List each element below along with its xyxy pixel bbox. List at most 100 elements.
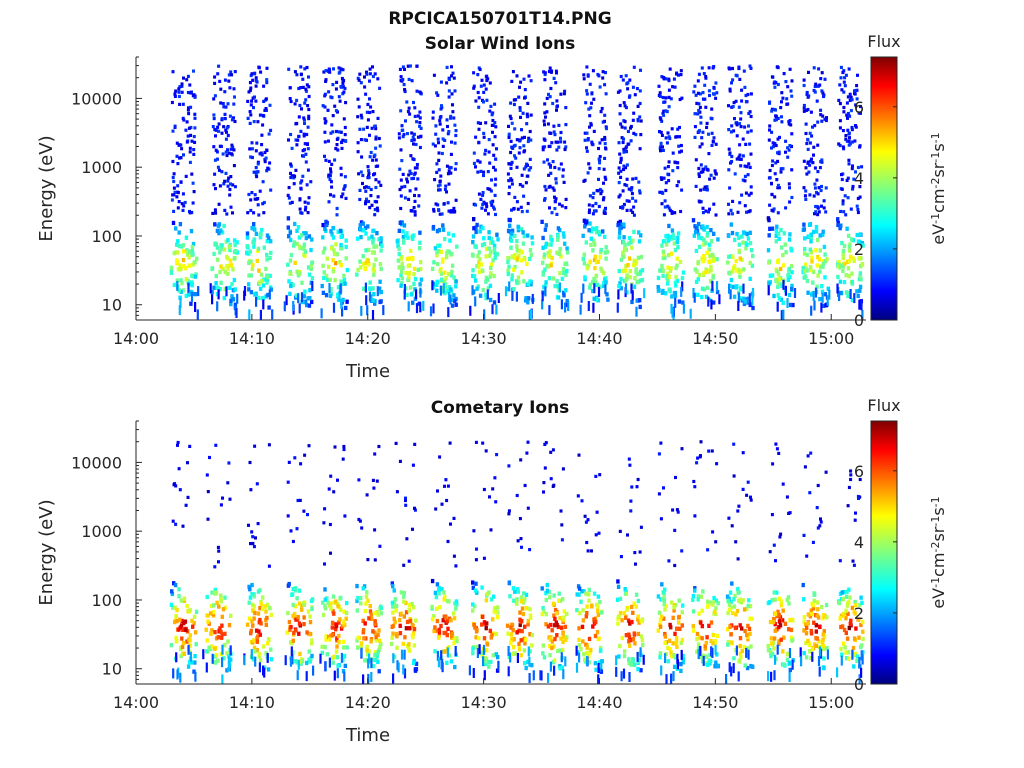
heatmap-cell bbox=[544, 597, 548, 603]
heatmap-cell bbox=[175, 154, 179, 158]
heatmap-cell bbox=[788, 511, 792, 515]
heatmap-cell bbox=[227, 79, 231, 83]
heatmap-cell bbox=[370, 126, 374, 130]
heatmap-cell bbox=[787, 660, 792, 665]
heatmap-cell bbox=[520, 173, 524, 177]
heatmap-cell bbox=[635, 485, 639, 489]
heatmap-cell bbox=[179, 278, 183, 283]
heatmap-cell bbox=[226, 179, 230, 183]
heatmap-cell bbox=[454, 646, 457, 656]
heatmap-cell bbox=[176, 440, 180, 445]
heatmap-cell bbox=[448, 238, 452, 243]
heatmap-cell bbox=[727, 147, 731, 151]
heatmap-cell bbox=[297, 271, 302, 276]
heatmap-cell bbox=[409, 248, 413, 253]
heatmap-cell bbox=[395, 634, 399, 639]
heatmap-cell bbox=[213, 158, 217, 162]
heatmap-cell bbox=[777, 236, 781, 241]
heatmap-cell bbox=[734, 612, 738, 617]
heatmap-cell bbox=[751, 305, 755, 311]
heatmap-cell bbox=[662, 100, 666, 104]
heatmap-cell bbox=[842, 80, 846, 84]
heatmap-cell bbox=[287, 67, 291, 71]
heatmap-cell bbox=[742, 283, 745, 294]
heatmap-cell bbox=[591, 288, 595, 294]
heatmap-cell bbox=[677, 180, 681, 184]
heatmap-cell bbox=[661, 273, 665, 278]
heatmap-cell bbox=[184, 174, 188, 178]
heatmap-cell bbox=[774, 654, 777, 665]
heatmap-cell bbox=[714, 96, 718, 100]
heatmap-cell bbox=[360, 116, 364, 120]
heatmap-cell bbox=[366, 258, 370, 263]
heatmap-cell bbox=[256, 589, 261, 594]
heatmap-cell bbox=[328, 177, 332, 181]
heatmap-cell bbox=[472, 86, 476, 90]
heatmap-cell bbox=[632, 601, 636, 606]
heatmap-cell bbox=[582, 73, 586, 77]
heatmap-cell bbox=[509, 625, 513, 630]
heatmap-cell bbox=[433, 625, 437, 630]
heatmap-cell bbox=[585, 220, 589, 225]
heatmap-cell bbox=[732, 129, 736, 133]
heatmap-cell bbox=[476, 284, 480, 289]
heatmap-cell bbox=[437, 151, 441, 155]
heatmap-cell bbox=[698, 200, 702, 204]
heatmap-cell bbox=[491, 487, 495, 491]
heatmap-cell bbox=[225, 126, 229, 130]
heatmap-cell bbox=[804, 262, 808, 267]
heatmap-cell bbox=[592, 209, 596, 213]
heatmap-cell bbox=[841, 264, 846, 269]
heatmap-cell bbox=[193, 654, 197, 659]
heatmap-cell bbox=[512, 598, 516, 603]
heatmap-cell bbox=[858, 195, 862, 199]
heatmap-cell bbox=[322, 521, 326, 525]
heatmap-cell bbox=[523, 88, 527, 92]
heatmap-cell bbox=[525, 162, 528, 166]
heatmap-cell bbox=[308, 288, 312, 293]
heatmap-cell bbox=[741, 137, 745, 141]
heatmap-cell bbox=[637, 239, 642, 244]
heatmap-cell bbox=[662, 239, 667, 244]
heatmap-cell bbox=[618, 610, 623, 616]
heatmap-cell bbox=[629, 139, 633, 143]
heatmap-cell bbox=[526, 440, 530, 444]
heatmap-cell bbox=[189, 651, 192, 662]
heatmap-cell bbox=[483, 152, 487, 156]
heatmap-cell bbox=[631, 658, 636, 663]
heatmap-cell bbox=[710, 143, 714, 147]
heatmap-cell bbox=[529, 282, 533, 287]
heatmap-cell bbox=[326, 600, 330, 605]
heatmap-cell bbox=[305, 671, 308, 682]
heatmap-cell bbox=[520, 606, 525, 611]
heatmap-cell bbox=[564, 123, 568, 127]
heatmap-cell bbox=[770, 651, 775, 657]
heatmap-cell bbox=[229, 301, 233, 307]
heatmap-cell bbox=[344, 244, 348, 250]
heatmap-cell bbox=[623, 126, 627, 130]
heatmap-cell bbox=[419, 277, 424, 282]
heatmap-cell bbox=[216, 157, 219, 161]
heatmap-cell bbox=[513, 255, 517, 260]
heatmap-cell bbox=[636, 614, 640, 619]
heatmap-cell bbox=[774, 114, 778, 118]
heatmap-cell bbox=[664, 242, 669, 247]
heatmap-cell bbox=[588, 208, 591, 212]
heatmap-cell bbox=[257, 654, 261, 659]
heatmap-cell bbox=[555, 611, 559, 616]
heatmap-cell bbox=[674, 135, 678, 139]
heatmap-cell bbox=[330, 625, 334, 630]
heatmap-cell bbox=[484, 202, 488, 206]
heatmap-cell bbox=[742, 644, 746, 650]
heatmap-cell bbox=[618, 152, 622, 156]
heatmap-cell bbox=[784, 250, 788, 255]
heatmap-cell bbox=[508, 281, 511, 292]
heatmap-cell bbox=[266, 292, 270, 298]
heatmap-cell bbox=[261, 180, 265, 184]
heatmap-cell bbox=[495, 304, 498, 315]
heatmap-cell bbox=[180, 644, 185, 650]
heatmap-cell bbox=[287, 186, 291, 190]
heatmap-cell bbox=[714, 540, 718, 544]
heatmap-cell bbox=[485, 205, 489, 209]
heatmap-cell bbox=[544, 622, 548, 627]
